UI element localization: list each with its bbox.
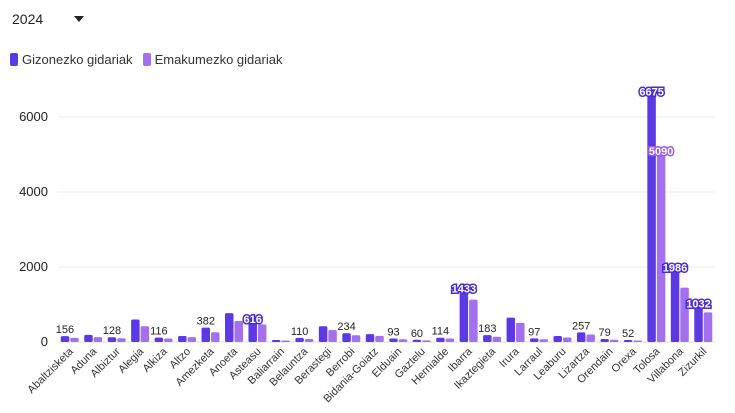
- bar-men: [60, 336, 70, 342]
- bar-women: [351, 335, 361, 342]
- bar-women: [422, 340, 431, 342]
- bar-women: [586, 334, 595, 342]
- data-label: 52: [622, 328, 634, 340]
- bar-men: [412, 339, 422, 342]
- y-tick-label: 4000: [19, 184, 48, 199]
- bar-men: [342, 333, 351, 342]
- bar-men: [647, 91, 656, 342]
- data-label: 616: [244, 314, 262, 326]
- legend-item-women[interactable]: Emakumezko gidariak: [142, 52, 283, 67]
- data-label: 1986: [663, 263, 687, 275]
- bar-men: [131, 319, 140, 342]
- y-tick-label: 6000: [19, 109, 48, 124]
- bar-women: [633, 340, 642, 342]
- bar-women: [140, 326, 150, 342]
- bar-women: [398, 339, 408, 342]
- data-label: 234: [337, 321, 355, 333]
- data-label: 257: [572, 320, 590, 332]
- bar-women: [680, 287, 689, 342]
- bar-women: [492, 336, 502, 342]
- bar-men: [107, 337, 117, 342]
- bar-women: [445, 338, 455, 342]
- data-label: 183: [478, 323, 496, 335]
- bar-women: [187, 337, 197, 342]
- bar-women: [257, 324, 267, 342]
- bar-chart: 0200040006000AbaltzisketaAdunaAlbizturAl…: [19, 85, 715, 405]
- year-dropdown[interactable]: 2024: [8, 6, 88, 32]
- data-label: 6675: [639, 87, 663, 99]
- bar-men: [670, 267, 680, 342]
- bar-men: [178, 336, 187, 342]
- bar-men: [154, 337, 164, 342]
- legend-swatch-women: [142, 53, 151, 66]
- bar-men: [576, 332, 586, 342]
- bar-women: [328, 330, 337, 342]
- x-category-label: Alkiza: [140, 345, 170, 375]
- bar-women: [234, 321, 243, 342]
- bar-women: [562, 337, 572, 342]
- bar-women: [703, 312, 713, 342]
- chevron-down-icon: [74, 16, 84, 22]
- bar-men: [436, 337, 445, 342]
- bar-men: [600, 339, 609, 342]
- data-label: 116: [150, 326, 168, 338]
- bar-men: [248, 318, 257, 342]
- y-tick-label: 2000: [19, 259, 48, 274]
- bar-men: [483, 335, 492, 342]
- bar-women: [164, 338, 173, 342]
- bar-men: [318, 326, 328, 342]
- data-label: 79: [599, 327, 611, 339]
- legend-swatch-men: [10, 53, 18, 66]
- data-label: 156: [56, 324, 74, 336]
- bar-women: [117, 338, 126, 342]
- data-label: 93: [387, 327, 399, 339]
- data-label: 60: [411, 328, 423, 340]
- data-label: 1032: [686, 298, 710, 310]
- bar-men: [201, 327, 211, 342]
- bar-men: [623, 340, 633, 342]
- bar-women: [375, 335, 384, 342]
- x-category-label: Abaltzisketa: [25, 345, 76, 396]
- legend-label-men: Gizonezko gidariak: [22, 52, 133, 67]
- bar-women: [304, 339, 314, 342]
- bar-women: [70, 337, 79, 342]
- bar-women: [609, 339, 619, 342]
- year-dropdown-value: 2024: [12, 11, 44, 27]
- bar-men: [459, 288, 469, 342]
- bar-women: [281, 340, 290, 342]
- y-tick-label: 0: [41, 334, 48, 349]
- bar-men: [365, 334, 375, 342]
- bar-men: [224, 313, 234, 342]
- legend-label-women: Emakumezko gidariak: [154, 52, 283, 67]
- data-label: 97: [528, 326, 540, 338]
- bar-women: [539, 339, 549, 342]
- bar-women: [93, 337, 103, 342]
- bar-men: [553, 336, 562, 342]
- bar-women: [469, 299, 478, 342]
- data-label: 382: [197, 316, 215, 328]
- bar-women: [516, 322, 525, 342]
- bar-men: [530, 338, 539, 342]
- legend-item-men[interactable]: Gizonezko gidariak: [10, 52, 133, 67]
- x-category-label: Alegia: [116, 345, 147, 376]
- data-label: 128: [103, 325, 121, 337]
- bar-men: [506, 317, 516, 342]
- bar-men: [295, 337, 304, 342]
- bar-women: [211, 332, 220, 342]
- data-label: 1433: [452, 283, 476, 295]
- bar-men: [84, 334, 93, 342]
- chart-legend: Gizonezko gidariak Emakumezko gidariak: [10, 52, 282, 67]
- data-label: 114: [432, 326, 450, 338]
- bar-men: [271, 339, 281, 342]
- bar-men: [694, 303, 703, 342]
- data-label: 110: [291, 326, 309, 338]
- bar-men: [389, 338, 398, 342]
- data-label: 5090: [649, 146, 673, 158]
- bar-women: [656, 151, 666, 342]
